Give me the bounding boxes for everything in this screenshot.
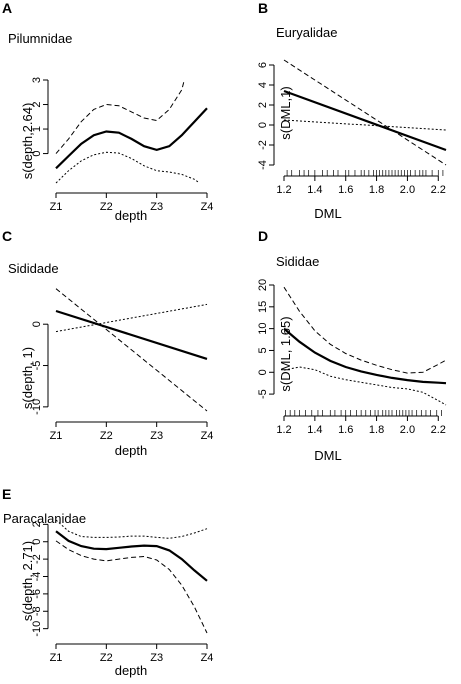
panel-a: A Pilumnidae 0 1 2 3 Z1 Z2 Z3 Z4 depth s(depth,2.64… bbox=[2, 0, 213, 223]
panel-letter: A bbox=[2, 0, 12, 16]
confidence-upper-line bbox=[283, 59, 447, 166]
y-tick-label: -8 bbox=[31, 606, 43, 616]
y-tick-label: 3 bbox=[31, 77, 43, 83]
y-tick-label: 10 bbox=[257, 323, 269, 335]
x-tick-label: Z3 bbox=[150, 652, 163, 664]
panel-letter: C bbox=[2, 228, 12, 244]
fit-line bbox=[55, 107, 208, 170]
panel-c: C Sididade -10 -5 0 Z1 Z2 Z3 Z4 depth s(depth, 1) bbox=[2, 228, 213, 458]
y-tick-label: 0 bbox=[257, 369, 269, 375]
y-tick-label: -5 bbox=[31, 361, 43, 371]
confidence-lower-line bbox=[55, 288, 208, 412]
x-tick-label: 1.2 bbox=[276, 424, 291, 436]
fit-line bbox=[283, 327, 447, 385]
x-tick-label: 2.0 bbox=[400, 184, 415, 196]
x-tick-label: 1.4 bbox=[307, 424, 322, 436]
y-tick-label: 5 bbox=[257, 347, 269, 353]
fit-line bbox=[55, 309, 208, 360]
y-tick-label: 2 bbox=[31, 101, 43, 107]
x-axis-label: depth bbox=[115, 443, 148, 458]
y-tick-label: 6 bbox=[257, 62, 269, 68]
y-tick-label: 2 bbox=[257, 102, 269, 108]
panel-d: D Sididae -5 0 5 10 15 20 1.2 1.4 1.6 1.8 2.0 2.2 DML s… bbox=[257, 228, 447, 463]
confidence-upper-line bbox=[55, 303, 208, 333]
x-tick-label: 1.6 bbox=[338, 424, 353, 436]
x-axis-label: depth bbox=[115, 663, 148, 678]
y-tick-label: 0 bbox=[31, 321, 43, 327]
y-tick-label: -10 bbox=[31, 399, 43, 415]
y-tick-label: -5 bbox=[257, 389, 269, 399]
confidence-upper-line bbox=[55, 519, 208, 539]
y-tick-label: 1 bbox=[31, 126, 43, 132]
x-tick-label: Z2 bbox=[100, 652, 113, 664]
panel-title: Sididade bbox=[8, 261, 59, 276]
y-tick-label: 0 bbox=[31, 539, 43, 545]
confidence-lower-line bbox=[55, 151, 200, 184]
y-tick-label: -2 bbox=[31, 554, 43, 564]
y-tick-label: -4 bbox=[257, 160, 269, 170]
fit-line bbox=[283, 89, 447, 152]
confidence-upper-line bbox=[283, 286, 447, 374]
x-tick-label: 1.2 bbox=[276, 184, 291, 196]
x-tick-label: Z2 bbox=[100, 201, 113, 213]
x-tick-label: Z4 bbox=[201, 201, 214, 213]
y-tick-label: 20 bbox=[257, 279, 269, 291]
panel-b: B Euryalidae -4 -2 0 2 4 6 1.2 1.4 1.6 1.8 2.0 2.2 DML… bbox=[257, 0, 447, 221]
confidence-lower-line bbox=[283, 366, 447, 406]
y-axis-label: s(depth, 2.71) bbox=[20, 541, 35, 621]
x-tick-label: 1.6 bbox=[338, 184, 353, 196]
y-axis-label: s(DML,1) bbox=[278, 86, 293, 139]
panel-title: Paracalanidae bbox=[3, 511, 86, 526]
panel-letter: B bbox=[258, 0, 268, 16]
x-tick-label: Z3 bbox=[150, 201, 163, 213]
confidence-upper-line bbox=[55, 79, 185, 154]
x-tick-label: Z4 bbox=[201, 430, 214, 442]
y-tick-label: 2 bbox=[31, 521, 43, 527]
x-tick-label: Z1 bbox=[50, 430, 63, 442]
panel-letter: D bbox=[258, 228, 268, 244]
panel-title: Euryalidae bbox=[276, 25, 337, 40]
x-axis-label: depth bbox=[115, 208, 148, 223]
x-tick-label: Z1 bbox=[50, 201, 63, 213]
y-axis-label: s(depth, 1) bbox=[20, 347, 35, 409]
panel-title: Sididae bbox=[276, 254, 319, 269]
x-tick-label: 1.4 bbox=[307, 184, 322, 196]
x-tick-label: 1.8 bbox=[369, 184, 384, 196]
x-tick-label: Z2 bbox=[100, 430, 113, 442]
x-tick-label: Z3 bbox=[150, 430, 163, 442]
y-tick-label: 0 bbox=[257, 122, 269, 128]
y-tick-label: -10 bbox=[31, 621, 43, 637]
y-tick-label: 15 bbox=[257, 301, 269, 313]
x-axis-label: DML bbox=[314, 206, 341, 221]
x-tick-label: 2.2 bbox=[431, 424, 446, 436]
x-tick-label: Z4 bbox=[201, 652, 214, 664]
panel-title: Pilumnidae bbox=[8, 31, 72, 46]
fit-line bbox=[55, 530, 208, 582]
y-tick-label: -6 bbox=[31, 589, 43, 599]
confidence-lower-line bbox=[55, 540, 208, 634]
x-tick-label: 1.8 bbox=[369, 424, 384, 436]
x-axis-label: DML bbox=[314, 448, 341, 463]
x-tick-label: 2.0 bbox=[400, 424, 415, 436]
x-tick-label: 2.2 bbox=[431, 184, 446, 196]
x-tick-label: Z1 bbox=[50, 652, 63, 664]
y-axis-label: s(depth,2.64) bbox=[20, 103, 35, 180]
y-tick-label: 0 bbox=[31, 151, 43, 157]
panel-letter: E bbox=[2, 486, 11, 502]
y-tick-label: -4 bbox=[31, 572, 43, 582]
confidence-lower-line bbox=[283, 119, 447, 131]
y-tick-label: 4 bbox=[257, 82, 269, 88]
y-axis-label: s(DML, 1.65) bbox=[278, 316, 293, 391]
y-tick-label: -2 bbox=[257, 140, 269, 150]
